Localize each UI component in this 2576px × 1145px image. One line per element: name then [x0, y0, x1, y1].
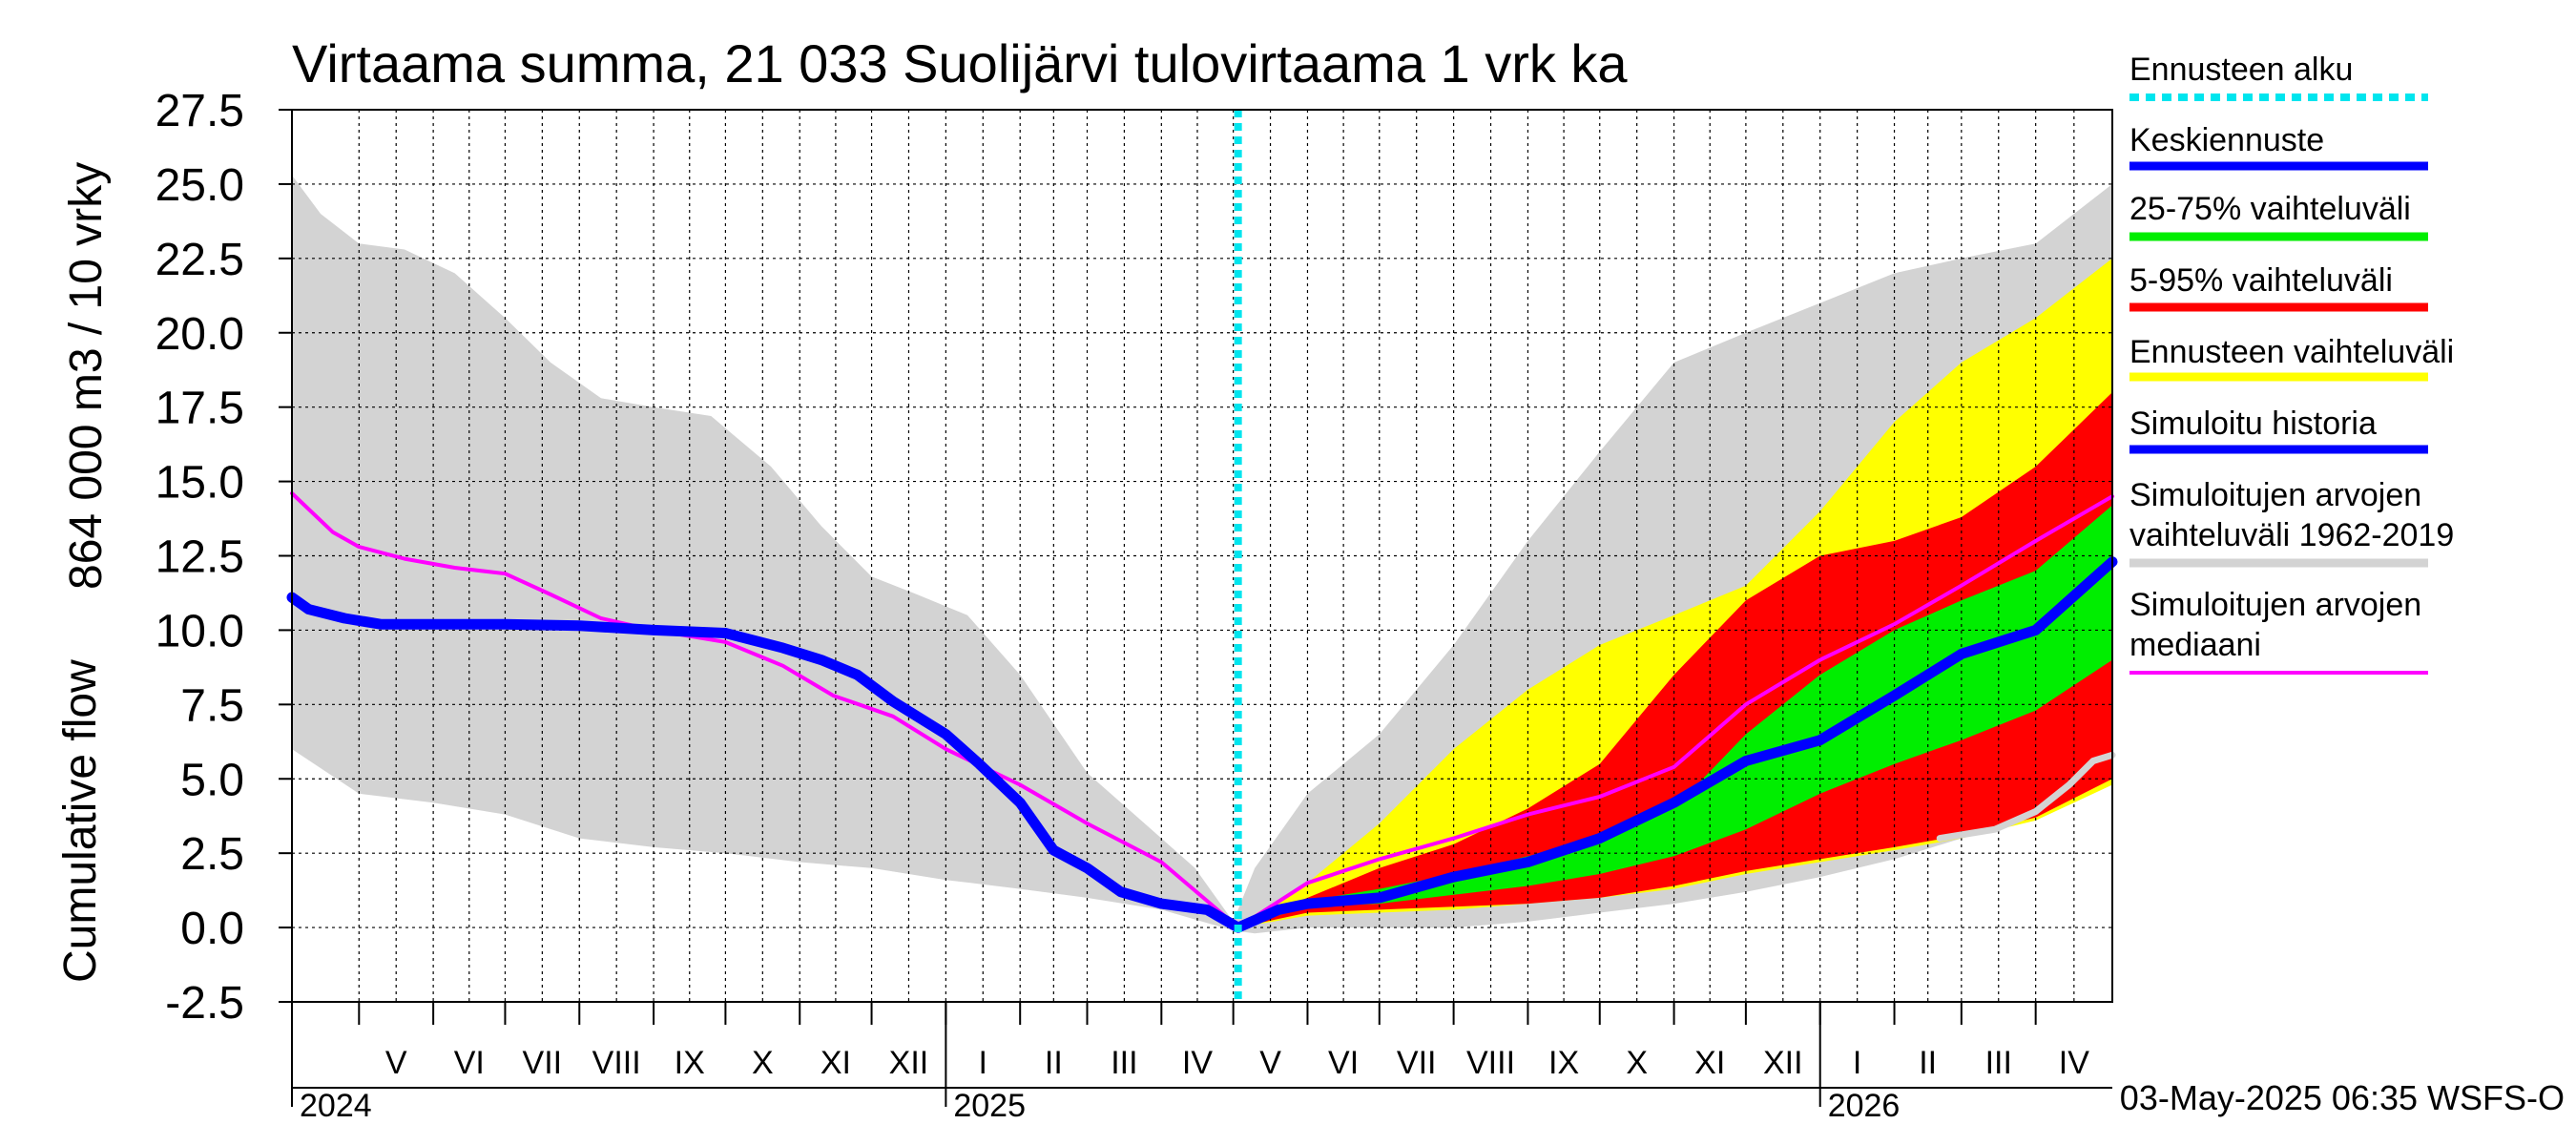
legend-label: Ennusteen alku: [2129, 52, 2353, 88]
x-month-label: VIII: [592, 1045, 641, 1081]
x-month-label: II: [1919, 1045, 1937, 1081]
legend: Ennusteen alku Keskiennuste 25-75% vaihtel…: [2129, 52, 2454, 675]
history-range-lower-edge: [1936, 751, 2116, 843]
x-month-label: VI: [454, 1045, 485, 1081]
legend-label: Simuloitujen arvojen: [2129, 477, 2421, 513]
x-month-label: V: [1259, 1045, 1281, 1081]
x-month-label: I: [979, 1045, 987, 1081]
x-year-label: 2026: [1828, 1088, 1901, 1124]
x-month-label: I: [1853, 1045, 1861, 1081]
legend-label: Ennusteen vaihteluväli: [2129, 334, 2454, 370]
legend-label: Simuloitu historia: [2129, 406, 2377, 442]
grid-lines: [292, 109, 2112, 1003]
median-line: [290, 491, 2114, 930]
y-tick-label: 5.0: [180, 755, 244, 805]
y-tick-label: 2.5: [180, 829, 244, 880]
x-month-label: VII: [523, 1045, 563, 1081]
x-month-label: VI: [1328, 1045, 1359, 1081]
legend-label: Simuloitujen arvojen: [2129, 587, 2421, 623]
x-month-label: III: [1985, 1045, 2012, 1081]
x-year-label: 2024: [300, 1088, 372, 1124]
x-month-label: VII: [1397, 1045, 1437, 1081]
legend-label-line2: mediaani: [2129, 627, 2261, 663]
legend-label: 5-95% vaihteluväli: [2129, 262, 2393, 299]
legend-label: Keskiennuste: [2129, 122, 2324, 158]
y-axis-label-top: 864 000 m3 / 10 vrky: [61, 162, 112, 590]
forecast-mean-line: [1233, 556, 2118, 933]
p25-p75-band: [1237, 505, 2112, 928]
axes: 27.5 25.0 22.5 20.0 17.5 15.0 12.5 10.0 7.5 5.0 2.…: [156, 86, 2113, 1124]
x-year-label: 2025: [953, 1088, 1026, 1124]
x-month-label: XII: [1763, 1045, 1803, 1081]
x-month-label: IV: [2059, 1045, 2089, 1081]
y-tick-label: 27.5: [156, 86, 244, 136]
y-axis-label-bottom: Cumulative flow: [55, 659, 106, 983]
x-month-label: X: [1626, 1045, 1648, 1081]
x-month-label: X: [752, 1045, 774, 1081]
y-tick-label: 10.0: [156, 606, 244, 656]
x-month-label: XII: [889, 1045, 929, 1081]
range-bands: [292, 175, 2112, 934]
legend-label: 25-75% vaihteluväli: [2129, 191, 2411, 227]
x-month-label: XI: [821, 1045, 851, 1081]
x-month-label: IX: [1548, 1045, 1579, 1081]
y-tick-label: 22.5: [156, 235, 244, 285]
y-tick-label: 7.5: [180, 680, 244, 731]
chart-title: Virtaama summa, 21 033 Suolijärvi tulovi…: [292, 33, 1628, 94]
x-month-label: IX: [675, 1045, 705, 1081]
y-tick-label: 15.0: [156, 458, 244, 509]
y-tick-label: 25.0: [156, 160, 244, 211]
x-month-label: XI: [1694, 1045, 1725, 1081]
simulated-history-line: [286, 592, 1244, 933]
y-tick-label: 17.5: [156, 384, 244, 434]
x-month-label: II: [1045, 1045, 1063, 1081]
y-tick-label: -2.5: [165, 978, 244, 1029]
footer-timestamp: 03-May-2025 06:35 WSFS-O: [2120, 1078, 2565, 1117]
x-month-label: IV: [1182, 1045, 1213, 1081]
y-tick-label: 20.0: [156, 309, 244, 360]
x-month-label: III: [1111, 1045, 1137, 1081]
y-tick-label: 12.5: [156, 532, 244, 583]
y-tick-label: 0.0: [180, 904, 244, 954]
p5-p95-band: [1237, 392, 2112, 928]
legend-label-line2: vaihteluväli 1962-2019: [2129, 517, 2454, 553]
x-month-label: V: [385, 1045, 407, 1081]
series-lines: [286, 110, 2118, 1002]
x-month-label: VIII: [1466, 1045, 1515, 1081]
